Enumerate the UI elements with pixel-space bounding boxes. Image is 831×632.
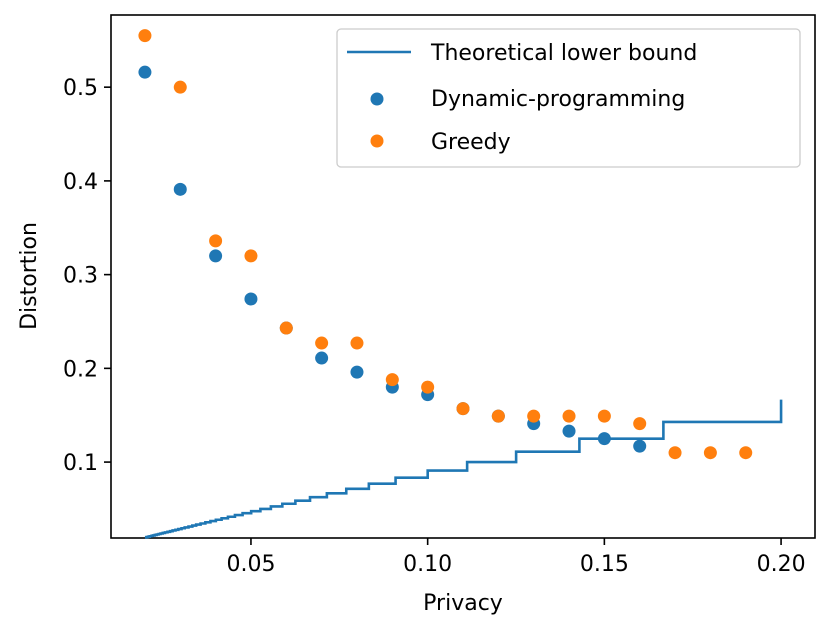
greedy-point: [668, 446, 682, 460]
y-tick-label: 0.1: [63, 451, 98, 476]
dynamic-programming-point: [315, 351, 329, 365]
dynamic-programming-point: [138, 65, 152, 79]
greedy-point: [244, 249, 258, 263]
greedy-point: [173, 80, 187, 94]
y-axis-ticks: 0.1 0.2 0.3 0.4 0.5: [63, 76, 111, 476]
greedy-point: [138, 29, 152, 43]
legend: Theoretical lower bound Dynamic-programm…: [336, 28, 801, 168]
greedy-point: [279, 321, 293, 335]
greedy-point: [209, 234, 223, 248]
legend-marker-greedy: [370, 134, 384, 148]
dynamic-programming-point: [350, 365, 364, 379]
plot-area-frame: [110, 14, 816, 539]
greedy-point: [633, 417, 647, 431]
greedy-point: [703, 446, 717, 460]
dynamic-programming-point: [244, 292, 258, 306]
greedy-point: [385, 373, 399, 387]
greedy-point: [491, 409, 505, 423]
greedy-point: [597, 409, 611, 423]
greedy-point: [562, 409, 576, 423]
x-tick-label: 0.15: [580, 552, 629, 577]
x-tick-label: 0.05: [226, 552, 275, 577]
y-tick-label: 0.4: [63, 170, 98, 195]
dynamic-programming-point: [562, 424, 576, 438]
legend-frame: [336, 28, 801, 168]
dynamic-programming-point: [633, 439, 647, 453]
greedy-point: [527, 409, 541, 423]
greedy-point: [350, 336, 364, 350]
legend-label-lower-bound: Theoretical lower bound: [430, 41, 697, 66]
legend-label-dynamic-programming: Dynamic-programming: [431, 87, 685, 112]
y-tick-label: 0.5: [63, 76, 98, 101]
y-tick-label: 0.3: [63, 264, 98, 289]
legend-label-greedy: Greedy: [431, 130, 511, 155]
x-axis-ticks: 0.05 0.10 0.15 0.20: [226, 538, 806, 577]
x-axis-label: Privacy: [423, 591, 503, 616]
greedy-point: [315, 336, 329, 350]
greedy-point: [456, 402, 470, 416]
x-tick-label: 0.20: [757, 552, 806, 577]
y-axis-label: Distortion: [17, 222, 42, 330]
dynamic-programming-point: [597, 432, 611, 446]
greedy-point: [421, 380, 435, 394]
dynamic-programming-point: [209, 249, 223, 263]
lower-bound-line: [144, 399, 783, 539]
legend-marker-dynamic-programming: [370, 92, 384, 106]
y-tick-label: 0.2: [63, 357, 98, 382]
lower-bound-series: [144, 399, 783, 539]
greedy-point: [739, 446, 753, 460]
x-tick-label: 0.10: [403, 552, 452, 577]
greedy-series: [138, 29, 753, 460]
dynamic-programming-point: [173, 182, 187, 196]
